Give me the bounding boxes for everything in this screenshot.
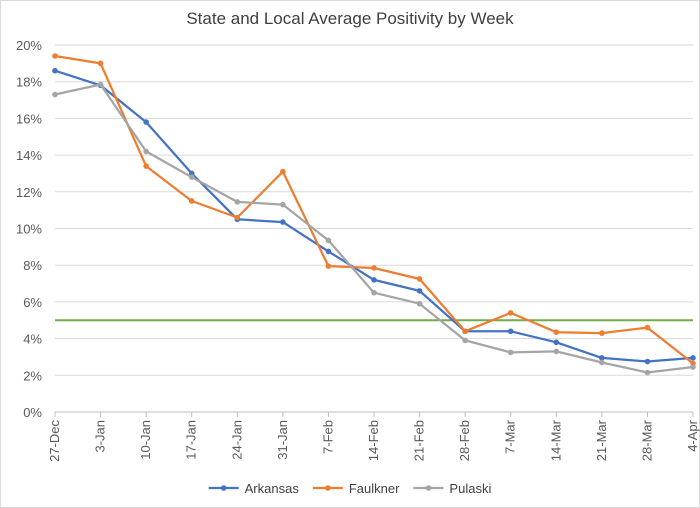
x-tick-label: 3-Jan [93,420,108,453]
series [52,53,696,376]
point-arkansas-7-mar [507,328,514,335]
x-tick-label: 31-Jan [275,420,290,460]
series-pulaski [52,81,696,376]
x-tick-label: 14-Mar [548,419,563,461]
point-pulaski-3-jan [97,81,104,88]
chart-title: State and Local Average Positivity by We… [186,9,514,28]
legend-marker-pulaski [425,485,432,491]
x-tick-label: 21-Feb [412,420,427,461]
point-arkansas-4-apr [690,355,696,361]
y-tick-label: 12% [16,185,42,200]
point-faulkner-24-jan [234,214,241,221]
point-faulkner-3-jan [97,60,104,67]
point-arkansas-14-feb [371,277,377,283]
point-arkansas-21-mar [599,355,605,361]
legend-item-faulkner: Faulkner [312,481,400,496]
point-faulkner-21-mar [599,330,605,336]
legend-label-pulaski: Pulaski [449,481,491,496]
legend-label-faulkner: Faulkner [349,481,400,496]
x-tick-label: 4-Apr [685,419,700,451]
x-tick-label: 17-Jan [184,420,199,460]
x-tick-label: 10-Jan [138,420,153,460]
y-tick-label: 10% [16,222,42,237]
x-axis: 27-Dec 3-Jan 10-Jan 17-Jan 24-Jan 31-Jan 7-Feb… [47,411,700,462]
point-arkansas-7-feb [325,248,332,255]
legend-label-arkansas: Arkansas [245,481,300,496]
legend-marker-arkansas [220,485,227,491]
point-pulaski-14-feb [371,289,377,296]
point-faulkner-7-feb [325,263,332,269]
x-tick-label: 27-Dec [47,420,62,462]
y-tick-label: 14% [16,148,42,163]
point-arkansas-14-mar [553,339,560,346]
y-tick-label: 2% [23,368,42,383]
x-tick-label: 14-Feb [366,420,381,461]
legend-item-arkansas: Arkansas [208,481,300,496]
point-faulkner-14-mar [553,329,560,335]
point-arkansas-21-feb [416,288,423,294]
legend-item-pulaski: Pulaski [413,481,491,496]
x-tick-label: 24-Jan [229,420,244,460]
point-faulkner-14-feb [371,265,377,271]
point-pulaski-17-jan [188,174,195,180]
x-tick-label: 21-Mar [594,419,609,461]
point-pulaski-14-mar [553,348,560,355]
y-tick-label: 6% [23,295,42,310]
point-arkansas-28-mar [644,358,651,365]
point-pulaski-31-jan [280,201,286,208]
y-tick-label: 18% [16,75,42,90]
point-faulkner-7-mar [507,310,514,316]
point-pulaski-10-jan [143,148,149,155]
legend: Arkansas Faulkner Pulaski [208,481,491,496]
point-faulkner-31-jan [280,168,286,175]
point-pulaski-28-feb [462,337,468,344]
y-tick-label: 4% [23,332,42,347]
point-arkansas-31-jan [280,219,286,225]
y-axis: 0% 2% 4% 6% 8% 10% 12% 14% 16% 18% 20% [16,38,42,420]
x-tick-label: 7-Feb [320,420,335,454]
point-faulkner-28-feb [462,328,468,335]
point-faulkner-27-dec [52,53,58,59]
point-pulaski-7-mar [507,349,514,356]
y-tick-label: 16% [16,111,42,126]
point-faulkner-28-mar [644,324,651,331]
point-faulkner-10-jan [143,163,149,169]
y-tick-label: 8% [23,258,42,273]
point-faulkner-17-jan [188,198,195,204]
y-tick-label: 0% [23,405,42,420]
x-tick-label: 28-Mar [639,419,654,461]
point-faulkner-21-feb [416,276,423,282]
y-tick-label: 20% [16,38,42,53]
point-arkansas-10-jan [143,119,149,125]
point-pulaski-27-dec [52,91,58,98]
gridlines [55,44,693,376]
series-faulkner [52,53,696,367]
x-tick-label: 7-Mar [503,419,518,454]
point-arkansas-27-dec [52,67,58,74]
point-pulaski-7-feb [325,237,332,244]
point-pulaski-24-jan [234,199,241,205]
point-pulaski-28-mar [644,369,651,376]
point-pulaski-4-apr [690,364,696,370]
legend-marker-faulkner [325,485,331,491]
point-pulaski-21-mar [599,359,605,366]
point-pulaski-21-feb [416,300,423,307]
x-tick-label: 28-Feb [457,420,472,461]
